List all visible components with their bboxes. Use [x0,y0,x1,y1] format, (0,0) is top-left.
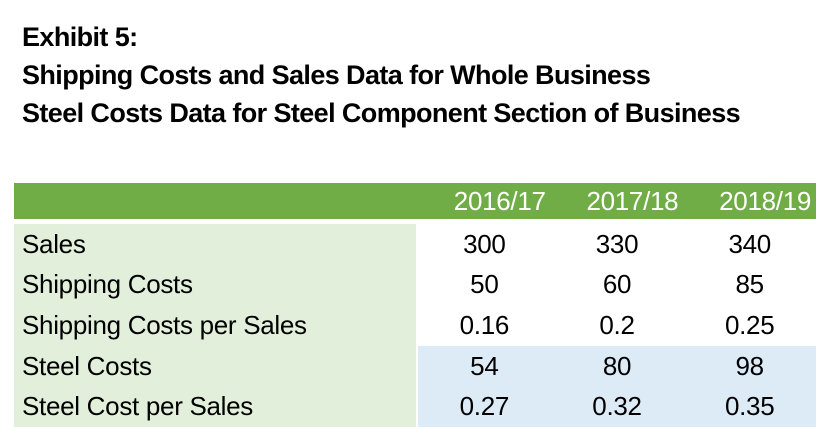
row-label: Steel Costs [14,345,416,387]
exhibit-label: Exhibit 5: [22,22,138,52]
cell-value: 80 [602,350,632,381]
exhibit-subtitle-shipping: Shipping Costs and Sales Data for Whole … [22,60,651,90]
table-row-shipping-costs-per-sales: Shipping Costs per Sales 0.16 0.2 0.25 [14,305,816,346]
cell-value: 330 [595,228,639,259]
data-table: 2016/17 2017/18 2018/19 Sales 300 330 34… [14,183,816,427]
year-column-header: 2016/17 [453,185,546,216]
table-header-row: 2016/17 2017/18 2018/19 [14,183,816,219]
cell-value: 300 [463,228,506,259]
cell-value: 0.32 [592,391,642,422]
cell-value: 340 [728,228,771,259]
table-row-steel-cost-per-sales: Steel Cost per Sales 0.27 0.32 0.35 [14,386,816,427]
cell-value: 60 [602,269,632,300]
table-row-sales: Sales 300 330 340 [14,224,816,265]
cell-value: 0.16 [459,309,510,340]
year-column-header: 2017/18 [586,185,679,216]
row-label: Steel Cost per Sales [14,386,416,427]
cell-value: 0.2 [599,309,635,340]
table-row-steel-costs: Steel Costs 54 80 98 [14,345,816,387]
exhibit-title-block: Exhibit 5: Shipping Costs and Sales Data… [22,18,741,132]
header-body-divider [14,219,816,224]
column-divider [416,345,418,387]
row-label: Sales [14,224,416,265]
row-label: Shipping Costs [14,264,416,306]
row-label: Shipping Costs per Sales [14,305,416,346]
cell-value: 0.27 [459,391,510,422]
table-row-shipping-costs: Shipping Costs 50 60 85 [14,264,816,306]
year-column-header: 2018/19 [719,185,812,216]
exhibit-subtitle-steel: Steel Costs Data for Steel Component Sec… [22,98,741,128]
cell-value: 85 [735,269,765,300]
cell-value: 0.25 [724,309,775,340]
cell-value: 50 [470,269,499,300]
column-divider [416,386,418,427]
cell-value: 0.35 [724,391,775,422]
cell-value: 98 [735,350,765,381]
column-divider [416,224,418,265]
column-divider [416,305,418,346]
cell-value: 54 [470,350,499,381]
column-divider [416,264,418,306]
